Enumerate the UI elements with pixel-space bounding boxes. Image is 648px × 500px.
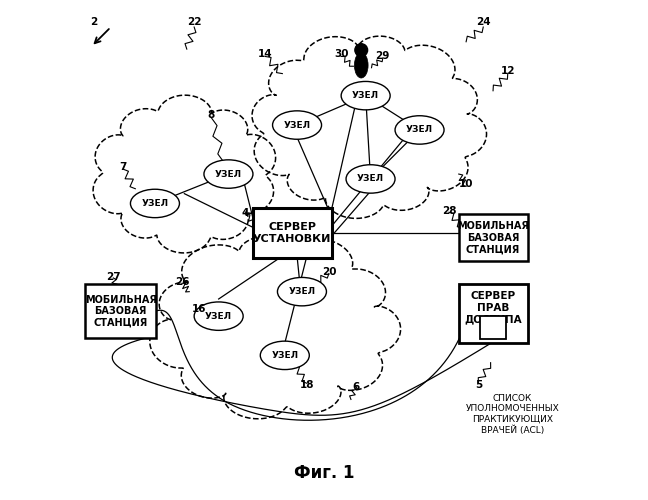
FancyBboxPatch shape [480,316,506,339]
Ellipse shape [341,82,390,110]
Text: УЗЕЛ: УЗЕЛ [283,120,310,130]
Text: 10: 10 [459,179,473,189]
Ellipse shape [130,189,179,218]
Text: 29: 29 [376,52,390,62]
Text: 27: 27 [106,272,121,282]
Ellipse shape [346,164,395,193]
Text: СПИСОК
УПОЛНОМОЧЕННЫХ
ПРАКТИКУЮЩИХ
ВРАЧЕЙ (ACL): СПИСОК УПОЛНОМОЧЕННЫХ ПРАКТИКУЮЩИХ ВРАЧЕ… [466,394,559,434]
Text: 28: 28 [442,206,456,216]
Ellipse shape [194,302,243,330]
Text: 5: 5 [475,380,482,390]
Text: МОБИЛЬНАЯ
БАЗОВАЯ
СТАНЦИЯ: МОБИЛЬНАЯ БАЗОВАЯ СТАНЦИЯ [457,221,529,254]
FancyBboxPatch shape [85,284,156,339]
Ellipse shape [277,278,327,306]
Text: СЕРВЕР
УСТАНОВКИ: СЕРВЕР УСТАНОВКИ [253,222,331,244]
Text: УЗЕЛ: УЗЕЛ [141,199,168,208]
Text: УЗЕЛ: УЗЕЛ [272,351,298,360]
Text: 6: 6 [353,382,360,392]
Text: МОБИЛЬНАЯ
БАЗОВАЯ
СТАНЦИЯ: МОБИЛЬНАЯ БАЗОВАЯ СТАНЦИЯ [85,294,157,328]
Text: 12: 12 [500,66,515,76]
Text: 26: 26 [175,277,189,287]
Text: Фиг. 1: Фиг. 1 [294,464,354,482]
Text: 2: 2 [90,17,97,27]
Text: 4: 4 [242,208,249,218]
Text: УЗЕЛ: УЗЕЛ [205,312,232,320]
Text: УЗЕЛ: УЗЕЛ [406,126,433,134]
Text: УЗЕЛ: УЗЕЛ [288,287,316,296]
Ellipse shape [395,116,444,144]
Ellipse shape [273,111,321,140]
Text: 7: 7 [119,162,127,172]
Text: 20: 20 [321,267,336,277]
Text: 14: 14 [258,49,273,59]
Text: УЗЕЛ: УЗЕЛ [357,174,384,184]
Circle shape [355,44,367,57]
FancyBboxPatch shape [459,214,527,262]
Text: 16: 16 [192,304,206,314]
Text: 24: 24 [476,17,491,27]
Text: СЕРВЕР
ПРАВ
ДОСТУПА: СЕРВЕР ПРАВ ДОСТУПА [464,291,522,324]
FancyBboxPatch shape [459,284,527,344]
FancyBboxPatch shape [253,208,332,258]
Text: 22: 22 [187,17,202,27]
Text: УЗЕЛ: УЗЕЛ [352,91,379,100]
Ellipse shape [260,341,309,370]
Ellipse shape [354,52,368,78]
Text: 30: 30 [334,49,349,59]
Ellipse shape [204,160,253,188]
Text: УЗЕЛ: УЗЕЛ [215,170,242,178]
Text: 18: 18 [299,380,314,390]
Text: 8: 8 [207,110,215,120]
